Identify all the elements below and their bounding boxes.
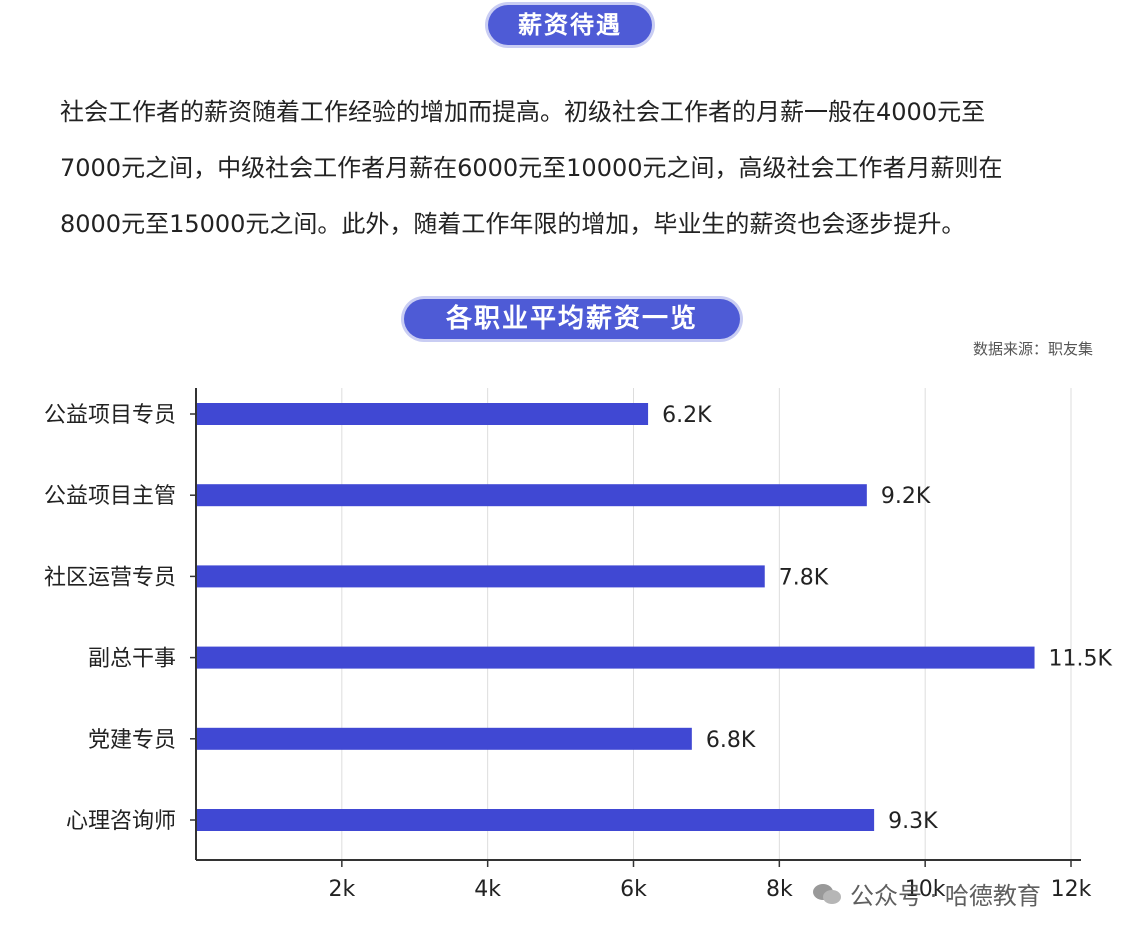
value-label: 6.2K bbox=[662, 403, 712, 428]
x-tick-label: 8k bbox=[766, 877, 793, 902]
bar-2 bbox=[196, 484, 867, 507]
salary-paragraph: 社会工作者的薪资随着工作经验的增加而提高。初级社会工作者的月薪一般在4000元至… bbox=[60, 84, 1090, 252]
value-label: 9.3K bbox=[888, 809, 938, 834]
category-label: 公益项目专员 bbox=[44, 403, 176, 428]
value-label: 11.5K bbox=[1049, 647, 1113, 672]
chart-title: 各职业平均薪资一览 bbox=[404, 299, 740, 339]
section-title: 薪资待遇 bbox=[488, 5, 652, 45]
category-label: 党建专员 bbox=[88, 728, 176, 753]
wechat-icon bbox=[812, 882, 842, 906]
bar-6 bbox=[196, 809, 875, 831]
value-label: 6.8K bbox=[706, 728, 756, 753]
category-label: 社区运营专员 bbox=[44, 565, 176, 590]
value-label: 7.8K bbox=[779, 565, 829, 590]
data-source-note: 数据来源：职友集 bbox=[972, 340, 1093, 358]
watermark-text: 公众号 · 哈德教育 bbox=[850, 882, 1041, 910]
value-label: 9.2K bbox=[881, 484, 931, 509]
x-tick-label: 12k bbox=[1051, 877, 1092, 902]
category-label: 公益项目主管 bbox=[44, 484, 176, 509]
bar-1 bbox=[196, 403, 649, 425]
paragraph-line-3: 8000元至15000元之间。此外，随着工作年限的增加，毕业生的薪资也会逐步提升… bbox=[60, 210, 966, 238]
x-tick-label: 4k bbox=[474, 877, 501, 902]
paragraph-line-1: 社会工作者的薪资随着工作经验的增加而提高。初级社会工作者的月薪一般在4000元至 bbox=[60, 98, 986, 126]
x-tick-label: 10k bbox=[905, 877, 946, 902]
bar-4 bbox=[196, 646, 1035, 669]
bar-3 bbox=[196, 565, 765, 588]
category-label: 心理咨询师 bbox=[66, 809, 176, 834]
paragraph-line-2: 7000元之间，中级社会工作者月薪在6000元至10000元之间，高级社会工作者… bbox=[60, 154, 1003, 182]
x-tick-label: 6k bbox=[620, 877, 647, 902]
x-tick-label: 2k bbox=[328, 877, 355, 902]
category-label: 副总干事 bbox=[88, 647, 176, 672]
watermark: 公众号 · 哈德教育 bbox=[812, 876, 1041, 911]
bar-5 bbox=[196, 727, 692, 750]
